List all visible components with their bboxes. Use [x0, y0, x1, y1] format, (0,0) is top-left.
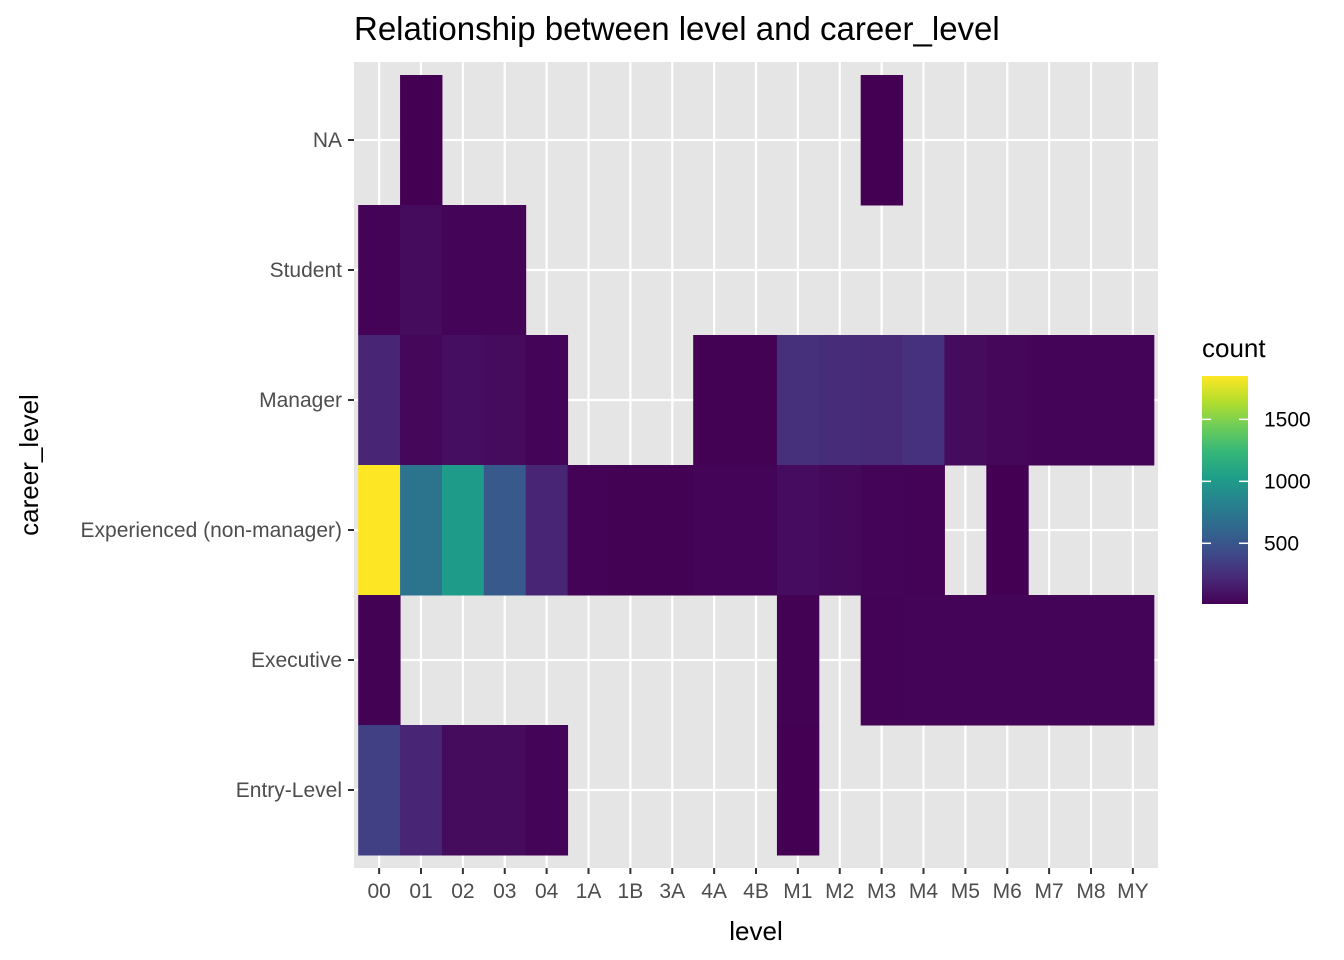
heatmap-cell [735, 335, 778, 466]
x-tick-label: 00 [367, 880, 390, 903]
y-tick-label: Experienced (non-manager) [81, 519, 342, 542]
heatmap-cell [441, 725, 485, 856]
heatmap-cell [525, 465, 569, 596]
x-tick-label: 02 [451, 880, 474, 903]
heatmap-cell [986, 335, 1029, 466]
heatmap-cell [1028, 335, 1071, 466]
heatmap-cell [693, 465, 736, 596]
heatmap-cell [776, 595, 820, 726]
heatmap-cell [525, 335, 569, 466]
x-tick-label: M4 [909, 880, 938, 903]
x-tick-label: M8 [1076, 880, 1105, 903]
heatmap-cell [986, 595, 1029, 726]
heatmap-cell [776, 465, 820, 596]
x-tick-label: M6 [993, 880, 1022, 903]
x-tick-label: 3A [659, 880, 685, 903]
legend-color-bar [1202, 376, 1248, 604]
heatmap-cell [358, 205, 401, 336]
y-axis: Entry-Level Executive Experienced (non-man… [81, 129, 354, 802]
x-tick-label: MY [1117, 880, 1149, 903]
y-tick-label: Manager [259, 389, 342, 412]
heatmap-cell [358, 465, 401, 596]
heatmap-cell [860, 465, 904, 596]
y-tick-label: Executive [251, 649, 342, 672]
heatmap-cell [400, 725, 443, 856]
heatmap-cell [400, 205, 443, 336]
heatmap-cell [483, 725, 527, 856]
heatmap-cell [1028, 595, 1071, 726]
heatmap-cell [441, 465, 485, 596]
heatmap-cell [525, 725, 569, 856]
heatmap-cell [1111, 335, 1155, 466]
legend-ticks: 500 1000 1500 [1202, 408, 1311, 555]
heatmap-cell [776, 725, 820, 856]
heatmap-cell [944, 335, 987, 466]
color-legend: count 500 1000 1500 [1202, 333, 1311, 604]
x-tick-label: M2 [825, 880, 854, 903]
heatmap-cell [776, 335, 820, 466]
heatmap-cell [358, 725, 401, 856]
heatmap-cell [902, 595, 945, 726]
x-tick-label: M5 [951, 880, 980, 903]
heatmap-cell [358, 595, 401, 726]
legend-tick-label: 500 [1264, 532, 1299, 555]
y-tick-label: Student [270, 259, 343, 282]
heatmap-cell [567, 465, 610, 596]
x-tick-label: M7 [1035, 880, 1064, 903]
heatmap-cell [651, 465, 694, 596]
heatmap-cell [902, 465, 945, 596]
heatmap-cell [483, 335, 527, 466]
heatmap-cell [1070, 595, 1113, 726]
y-tick-label: Entry-Level [236, 779, 342, 802]
y-tick-label: NA [313, 129, 342, 152]
chart-title: Relationship between level and career_le… [354, 10, 1000, 47]
heatmap-cell [400, 465, 443, 596]
heatmap-cell [693, 335, 736, 466]
heatmap-cell [860, 335, 904, 466]
x-tick-label: 1A [576, 880, 602, 903]
x-tick-label: 1B [618, 880, 644, 903]
heatmap-cell [483, 465, 527, 596]
legend-title: count [1202, 333, 1266, 363]
y-axis-title: career_level [14, 394, 44, 536]
heatmap-cell [818, 335, 862, 466]
x-tick-label: 03 [493, 880, 516, 903]
heatmap-cell [441, 335, 485, 466]
heatmap-cell [860, 75, 904, 206]
heatmap-cell [400, 75, 443, 206]
legend-tick-label: 1000 [1264, 470, 1311, 493]
heatmap-cell [1070, 335, 1113, 466]
x-tick-label: 4B [743, 880, 769, 903]
x-axis-title: level [729, 916, 782, 946]
heatmap-cell [358, 335, 401, 466]
x-tick-label: 01 [409, 880, 432, 903]
heatmap-cell [860, 595, 904, 726]
heatmap-cell [609, 465, 652, 596]
x-tick-label: M1 [783, 880, 812, 903]
heatmap-cell [735, 465, 778, 596]
heatmap-cell [400, 335, 443, 466]
heatmap-cell [483, 205, 527, 336]
heatmap-cell [986, 465, 1029, 596]
heatmap-cell [441, 205, 485, 336]
x-tick-label: 04 [535, 880, 559, 903]
heatmap-cell [944, 595, 987, 726]
legend-tick-label: 1500 [1264, 408, 1311, 431]
x-tick-label: M3 [867, 880, 896, 903]
heatmap-cell [902, 335, 945, 466]
x-axis: 00 01 02 03 04 1A 1B 3A 4A 4B M1 M2 M3 M4 M5 M6 M7 M8 MY [367, 868, 1149, 903]
heatmap-cell [818, 465, 862, 596]
heatmap-cells [358, 75, 1155, 856]
heatmap-cell [1111, 595, 1155, 726]
x-tick-label: 4A [701, 880, 727, 903]
